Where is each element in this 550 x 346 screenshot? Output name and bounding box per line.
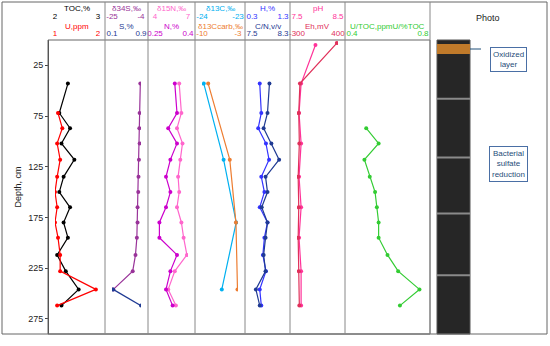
- svg-text:-300: -300: [289, 29, 306, 38]
- svg-text:0.25: 0.25: [147, 29, 163, 38]
- svg-text:TOC,%: TOC,%: [64, 4, 90, 13]
- svg-text:0.4: 0.4: [182, 29, 194, 38]
- svg-text:275: 275: [28, 314, 43, 324]
- svg-text:δ34S,‰: δ34S,‰: [112, 4, 141, 13]
- svg-text:Bacterialsulfatereduction: Bacterialsulfatereduction: [492, 149, 525, 179]
- svg-text:0.3: 0.3: [246, 12, 258, 21]
- svg-text:0.1: 0.1: [106, 29, 118, 38]
- svg-text:U/TOC,ppmU/%TOC: U/TOC,ppmU/%TOC: [350, 22, 425, 31]
- svg-text:-23: -23: [232, 12, 244, 21]
- svg-text:25: 25: [33, 60, 43, 70]
- svg-text:7.5: 7.5: [291, 12, 303, 21]
- svg-text:0.8: 0.8: [417, 29, 429, 38]
- svg-text:-3: -3: [234, 29, 242, 38]
- svg-text:Oxidizedlayer: Oxidizedlayer: [493, 50, 524, 69]
- svg-text:75: 75: [33, 111, 43, 121]
- svg-text:δ15N,‰: δ15N,‰: [157, 4, 186, 13]
- svg-text:0.4: 0.4: [346, 29, 358, 38]
- svg-text:δ13Ccarb,‰: δ13Ccarb,‰: [198, 22, 243, 31]
- svg-text:-4: -4: [137, 12, 145, 21]
- svg-text:175: 175: [28, 213, 43, 223]
- svg-text:2: 2: [53, 12, 58, 21]
- svg-text:-24: -24: [196, 12, 208, 21]
- svg-text:4: 4: [153, 12, 158, 21]
- svg-text:C/N,v/v: C/N,v/v: [255, 22, 281, 31]
- svg-text:125: 125: [28, 162, 43, 172]
- svg-text:8.3: 8.3: [277, 29, 289, 38]
- svg-text:-10: -10: [196, 29, 208, 38]
- svg-text:Eh,mV: Eh,mV: [305, 22, 330, 31]
- svg-text:Depth, cm: Depth, cm: [13, 166, 23, 207]
- svg-text:2: 2: [96, 29, 101, 38]
- svg-text:H,%: H,%: [260, 4, 275, 13]
- svg-text:8.5: 8.5: [332, 12, 344, 21]
- svg-text:1.3: 1.3: [277, 12, 289, 21]
- svg-text:Photo: Photo: [476, 13, 500, 23]
- svg-text:U,ppm: U,ppm: [65, 22, 89, 31]
- svg-text:7: 7: [186, 12, 191, 21]
- svg-text:S,%: S,%: [119, 22, 134, 31]
- svg-text:-25: -25: [106, 12, 118, 21]
- svg-text:7.5: 7.5: [246, 29, 258, 38]
- svg-text:400: 400: [331, 29, 345, 38]
- svg-text:δ13C,‰: δ13C,‰: [206, 4, 235, 13]
- svg-text:pH: pH: [313, 4, 323, 13]
- svg-text:1: 1: [53, 29, 58, 38]
- svg-text:N,%: N,%: [164, 22, 179, 31]
- svg-text:225: 225: [28, 263, 43, 273]
- svg-text:3: 3: [96, 12, 101, 21]
- svg-text:0.9: 0.9: [135, 29, 147, 38]
